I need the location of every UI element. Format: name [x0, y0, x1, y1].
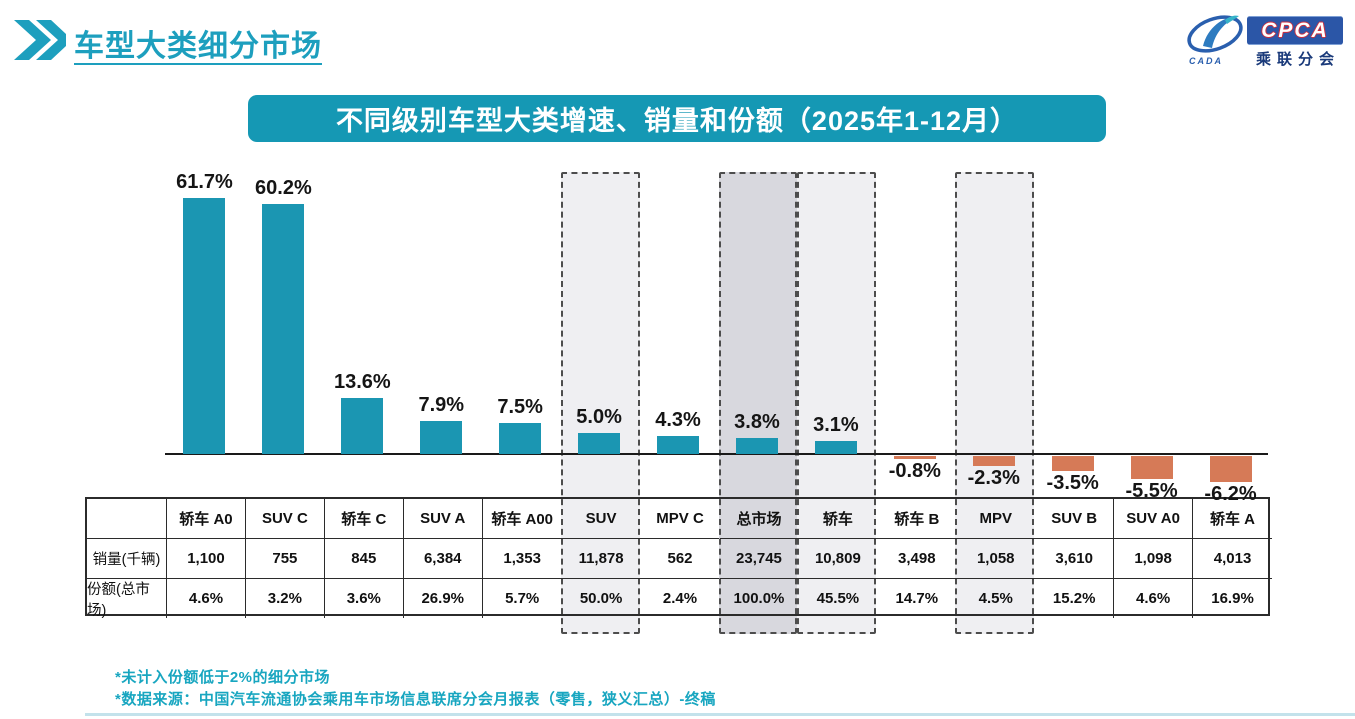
- cpca-logo: CADA CPCA 乘联分会: [1185, 8, 1345, 70]
- table-cell: 2.4%: [662, 590, 698, 607]
- table-cell: 6,384: [403, 539, 483, 579]
- double-chevron-icon: [14, 20, 66, 60]
- bar-positive: [657, 436, 700, 454]
- table-cell: 1,098: [1114, 539, 1194, 579]
- bar-value-label: 13.6%: [333, 371, 391, 393]
- table-cell: 15.2%: [1035, 579, 1115, 618]
- data-table: 轿车 A0 SUV C 轿车 C SUV A 轿车 A00 SUV MPV C 总市场 轿车 轿车…: [85, 497, 1272, 619]
- footnote-share-threshold: *未计入份额低于2%的细分市场: [115, 669, 331, 686]
- bar-positive: [341, 398, 384, 454]
- bar-value-label: 3.1%: [813, 414, 859, 436]
- bar-positive: [499, 423, 542, 454]
- highlight-box-轿车: [797, 172, 877, 634]
- table-cell: 755: [245, 539, 325, 579]
- table-cell: 562: [640, 539, 720, 579]
- bar-value-label: -0.8%: [888, 460, 941, 482]
- table-cell: 4.5%: [978, 590, 1013, 607]
- table-cell: 3,498: [877, 539, 957, 579]
- chart-title: 不同级别车型大类增速、销量和份额（2025年1-12月）: [335, 106, 1019, 136]
- table-header-cell: SUV A0: [1114, 499, 1194, 539]
- bar-value-label: 60.2%: [255, 177, 312, 199]
- table-header-cell: 轿车: [798, 499, 878, 539]
- table-header-cell: MPV C: [640, 499, 720, 539]
- bar-negative: [972, 456, 1015, 466]
- table-header-cell: 轿车 A0: [167, 499, 246, 539]
- table-cell: 16.9%: [1211, 590, 1254, 607]
- table-cell: 26.9%: [404, 579, 483, 618]
- table-cell: 23,745: [719, 539, 799, 579]
- bar-negative: [1130, 456, 1173, 479]
- table-cell: 1,100: [167, 539, 246, 579]
- bar-negative: [893, 456, 936, 459]
- bar-positive: [183, 198, 226, 454]
- bar-value-label: -5.5%: [1125, 480, 1178, 502]
- table-cell: 11,878: [561, 539, 641, 579]
- table-cell: 14.7%: [895, 590, 939, 607]
- table-header-cell: SUV A: [403, 499, 483, 539]
- bar-value-label: 4.3%: [655, 409, 701, 431]
- bar-value-label: 7.9%: [418, 394, 465, 416]
- bar-negative: [1209, 456, 1252, 482]
- cpca-emblem-icon: [1187, 15, 1243, 53]
- highlight-box-suv: [560, 172, 640, 634]
- bar-value-label: 61.7%: [176, 171, 233, 193]
- bar-value-label: -2.3%: [967, 467, 1020, 489]
- table-cell: 4.6%: [1114, 579, 1194, 618]
- table-header-cell: SUV C: [245, 499, 325, 539]
- cada-text: CADA: [1189, 56, 1223, 66]
- table-cell: 3.6%: [325, 579, 404, 618]
- table-header-cell: 轿车 A: [1193, 499, 1272, 539]
- highlight-box-总市场: [718, 172, 798, 634]
- table-cell: 45.5%: [816, 590, 860, 607]
- table-cell: 100.0%: [733, 590, 785, 607]
- bar-value-label: 7.5%: [497, 396, 543, 418]
- table-cell: 1,058: [956, 539, 1036, 579]
- bar-value-label: -6.2%: [1204, 483, 1257, 505]
- bar-value-label: 5.0%: [576, 406, 622, 428]
- table-header-cell: 轿车 B: [877, 499, 957, 539]
- table-cell: 4,013: [1193, 539, 1272, 579]
- bar-positive: [735, 438, 778, 454]
- table-cell: 845: [324, 539, 404, 579]
- chart-title-banner: 不同级别车型大类增速、销量和份额（2025年1-12月）: [248, 95, 1106, 142]
- x-axis-zero-line: [165, 453, 1268, 455]
- cpca-wordmark: CPCA: [1247, 16, 1343, 45]
- bar-positive: [814, 441, 857, 454]
- footnote-data-source: *数据来源：中国汽车流通协会乘用车市场信息联席分会月报表（零售，狭义汇总）-终稿: [115, 691, 716, 708]
- table-cell: 5.7%: [505, 590, 540, 607]
- table-row-label: 销量(千辆): [87, 539, 167, 579]
- table-header-cell: SUV B: [1035, 499, 1115, 539]
- bar-value-label: -3.5%: [1046, 472, 1099, 494]
- cpca-chinese-name: 乘联分会: [1255, 51, 1340, 68]
- table-cell: 3.2%: [246, 579, 325, 618]
- table-cell: 1,353: [482, 539, 562, 579]
- bottom-divider: [85, 713, 1355, 716]
- highlight-box-mpv: [955, 172, 1035, 634]
- table-header-cell: 轿车 C: [324, 499, 404, 539]
- table-row-label: 份额(总市场): [87, 579, 167, 619]
- table-header-cell: MPV: [956, 499, 1036, 539]
- table-header-cell: SUV: [561, 499, 641, 539]
- bar-negative: [1051, 456, 1094, 471]
- table-header-cell: 轿车 A00: [482, 499, 562, 539]
- bar-positive: [420, 421, 463, 454]
- bar-positive: [262, 204, 305, 454]
- bar-positive: [578, 433, 621, 454]
- page-title: 车型大类细分市场: [74, 30, 322, 63]
- table-header-cell: 总市场: [719, 499, 799, 539]
- table-row-label: [87, 499, 167, 539]
- bar-value-label: 3.8%: [734, 411, 780, 433]
- cpca-text: CPCA: [1261, 18, 1329, 42]
- table-cell: 10,809: [798, 539, 878, 579]
- table-cell: 50.0%: [579, 590, 623, 607]
- table-cell: 3,610: [1035, 539, 1115, 579]
- table-cell: 4.6%: [167, 579, 246, 618]
